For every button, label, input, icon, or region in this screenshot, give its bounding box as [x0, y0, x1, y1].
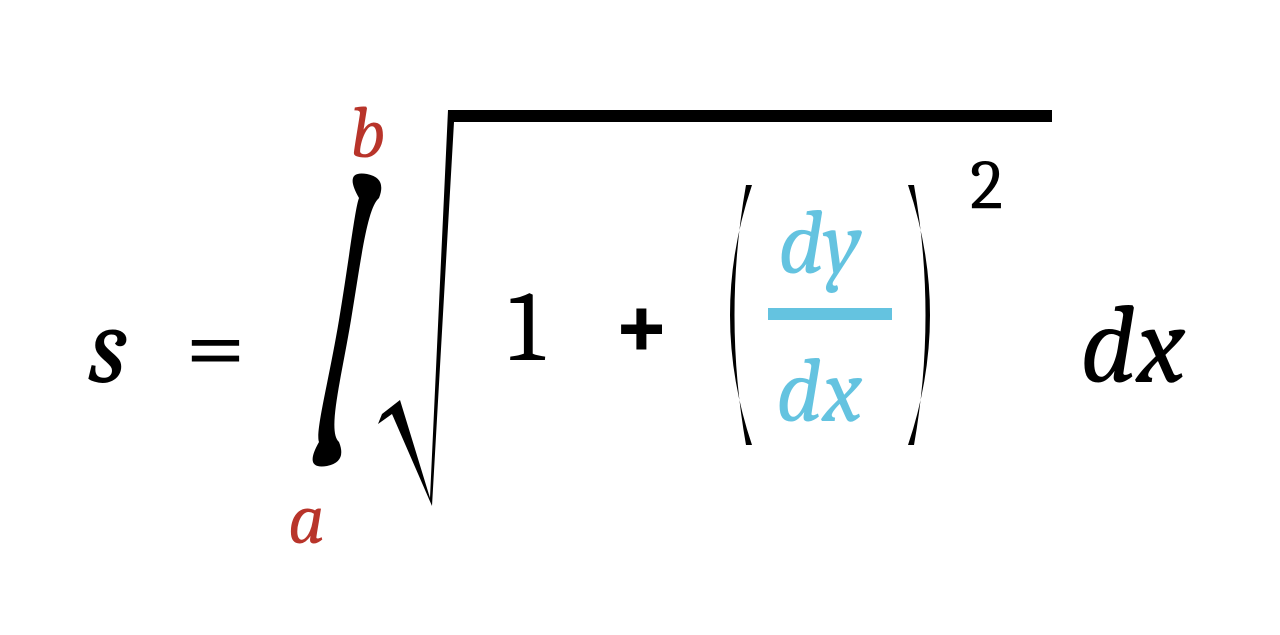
- exponent-two: 2: [970, 145, 1003, 226]
- differential-dx: dx: [1080, 283, 1186, 410]
- formula-canvas: s = b a 1 + dy dx 2 dx: [0, 0, 1280, 635]
